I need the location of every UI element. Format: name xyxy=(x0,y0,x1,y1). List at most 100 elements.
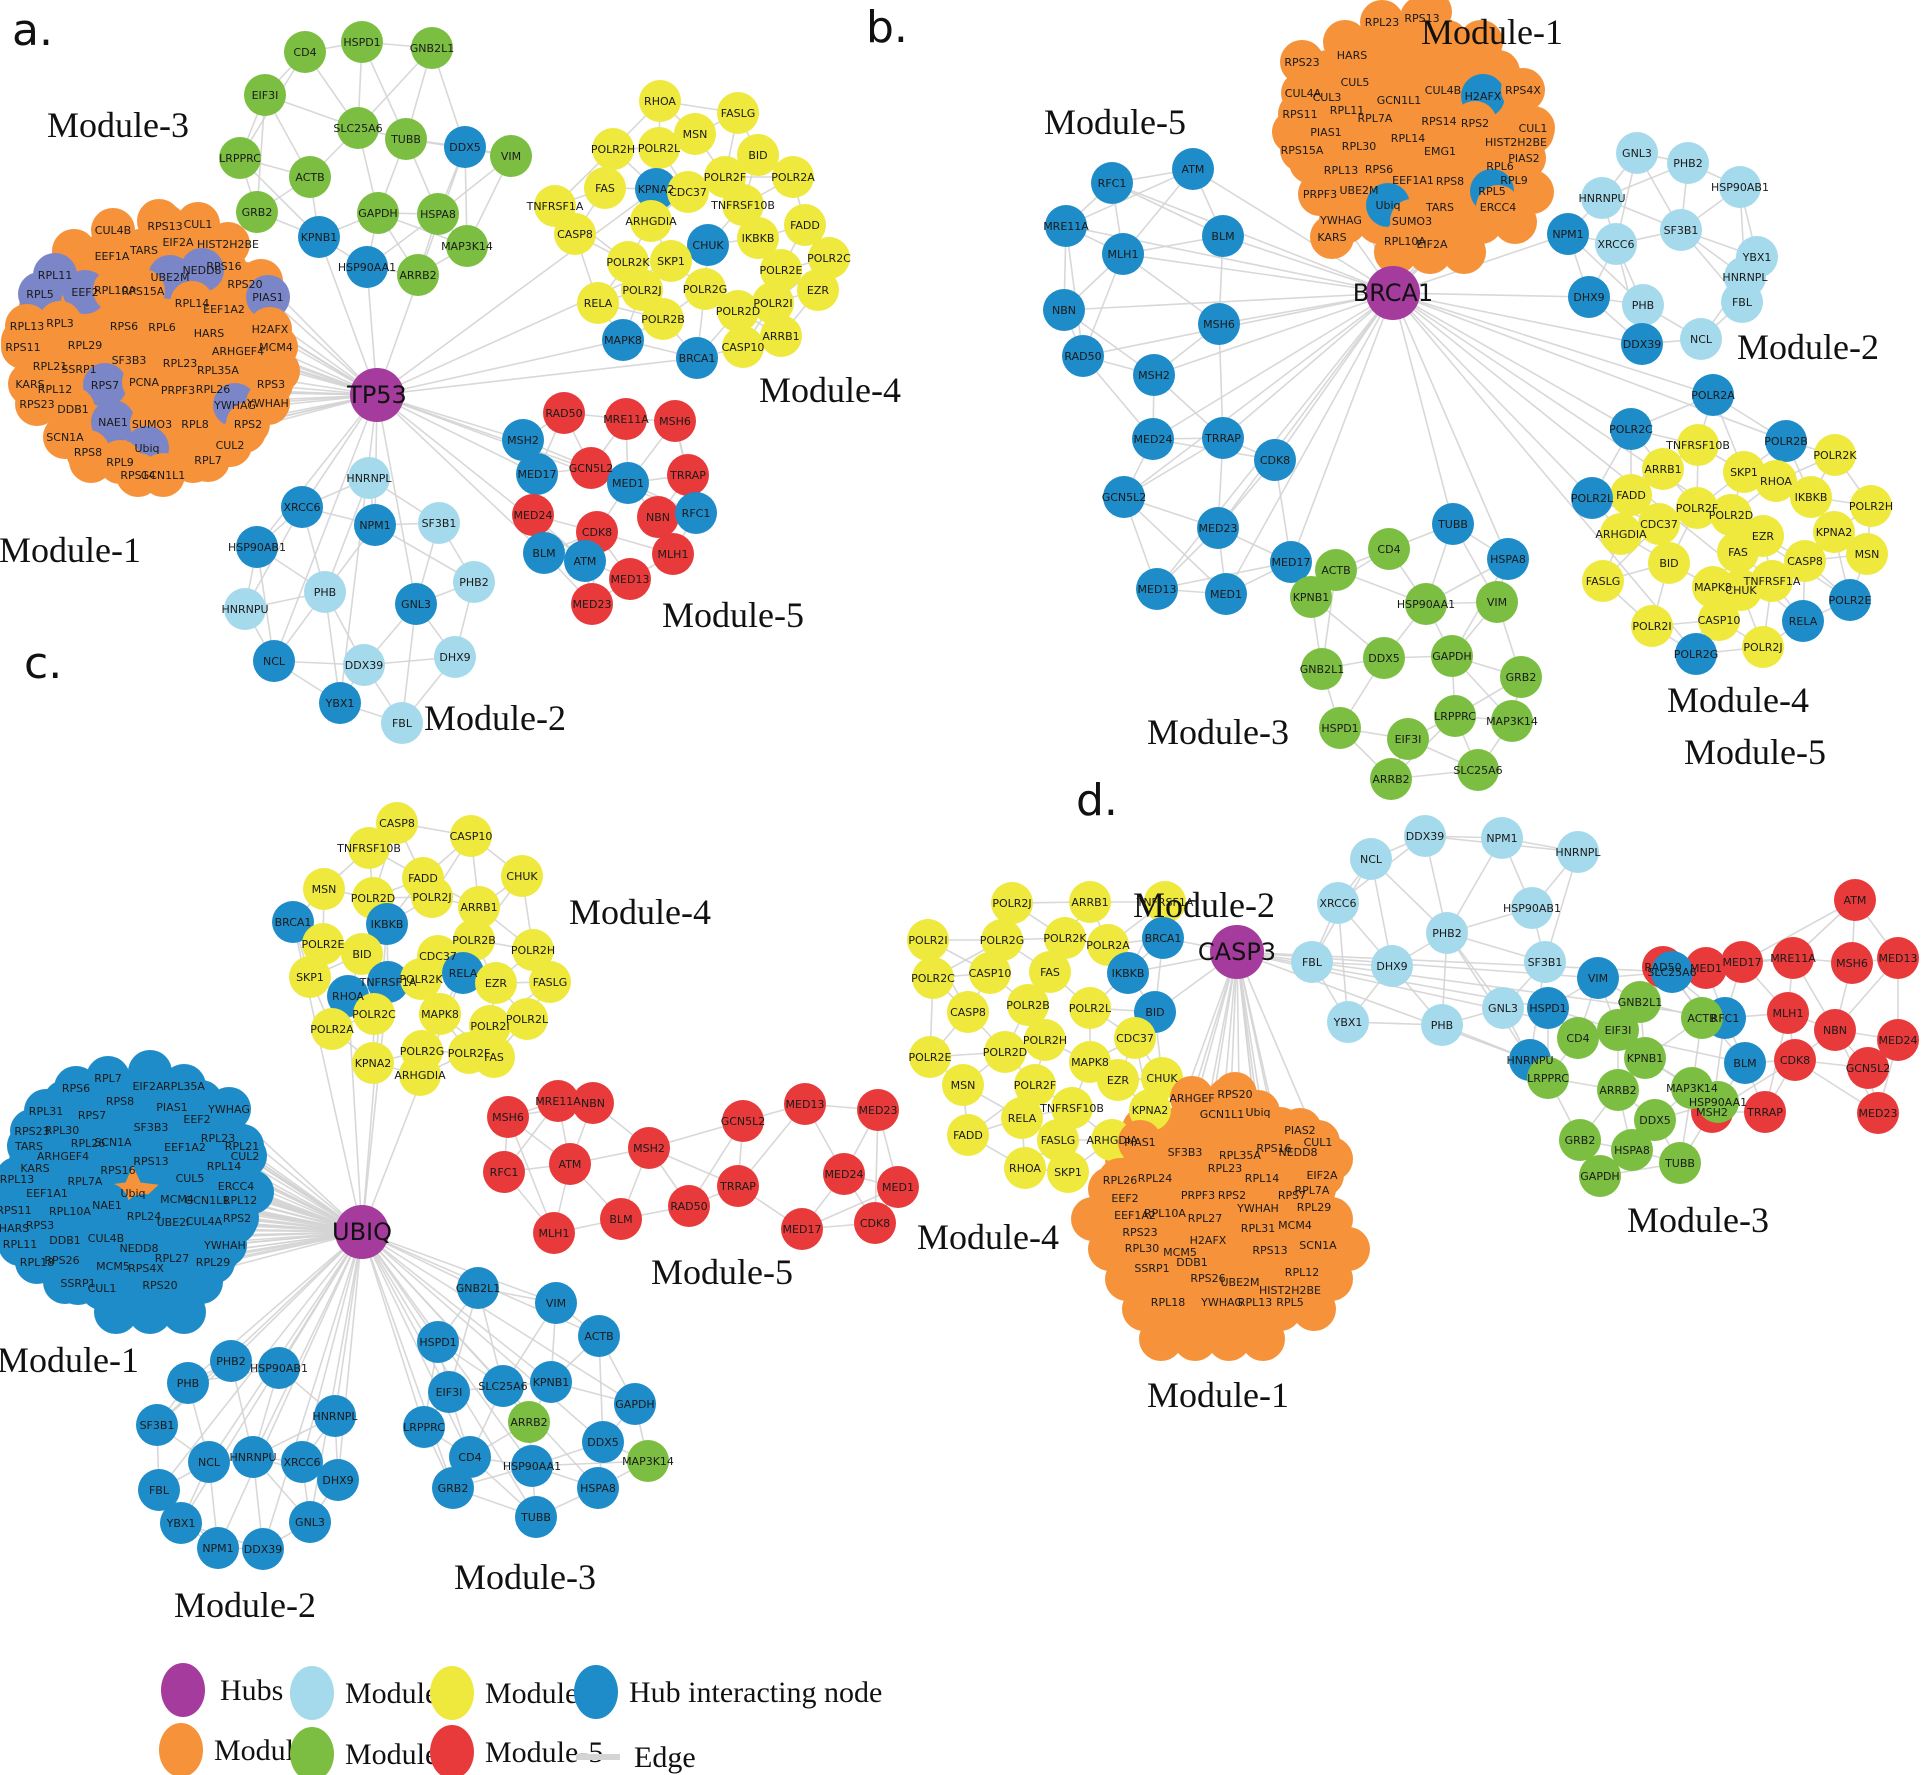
node-label-RHOA: RHOA xyxy=(1009,1162,1041,1175)
node-SKP1 xyxy=(1723,451,1765,493)
node-label-POLR2C: POLR2C xyxy=(1609,423,1653,436)
node-EIF3I xyxy=(428,1371,470,1413)
node-label-CHUK: CHUK xyxy=(692,239,724,252)
node-FAS xyxy=(584,167,626,209)
node-HSPA8 xyxy=(417,193,459,235)
node-MED13 xyxy=(1136,568,1178,610)
node-label-TUBB: TUBB xyxy=(1437,518,1468,531)
node-HSPA8 xyxy=(1487,538,1529,580)
node-HSP90AB1 xyxy=(1511,887,1553,929)
node-label-TRRAP: TRRAP xyxy=(1746,1106,1783,1119)
edge xyxy=(1153,292,1394,376)
node-label-RFC1: RFC1 xyxy=(490,1166,519,1179)
node-RPL18 xyxy=(1146,1280,1190,1324)
legend-swatch-m5 xyxy=(430,1725,474,1775)
node-label-EZR: EZR xyxy=(1752,530,1774,543)
node-POLR2B xyxy=(1007,984,1049,1026)
node-label-EEF1A2: EEF1A2 xyxy=(1114,1209,1156,1222)
node-label-RPL5: RPL5 xyxy=(1478,185,1505,198)
node-label-MLH1: MLH1 xyxy=(658,548,689,561)
node-label-POLR2A: POLR2A xyxy=(1691,389,1735,402)
node-ARRB1 xyxy=(760,315,802,357)
node-POLR2E xyxy=(909,1036,951,1078)
node-ERCC4 xyxy=(1476,185,1520,229)
node-label-YWHAH: YWHAH xyxy=(1236,1202,1279,1215)
node-NPM1 xyxy=(1547,213,1589,255)
node-label-POLR2E: POLR2E xyxy=(301,938,344,951)
nodes-layer xyxy=(1,21,850,744)
node-POLR2C xyxy=(808,237,850,279)
node-RELA xyxy=(442,952,484,994)
node-label-SKP1: SKP1 xyxy=(1054,1166,1082,1179)
node-ACTB xyxy=(1315,549,1357,591)
node-label-POLR2B: POLR2B xyxy=(452,934,496,947)
node-label-RPL9: RPL9 xyxy=(106,456,133,469)
node-label-CASP8: CASP8 xyxy=(379,817,415,830)
node-label-HIST2H2BE: HIST2H2BE xyxy=(197,238,259,251)
node-label-HSPD1: HSPD1 xyxy=(1529,1002,1566,1015)
node-MED17 xyxy=(1721,941,1763,983)
node-label-EEF2: EEF2 xyxy=(71,286,98,299)
node-label-BRCA1: BRCA1 xyxy=(275,916,312,929)
node-POLR2B xyxy=(642,298,684,340)
node-label-PHB: PHB xyxy=(1431,1019,1453,1032)
node-label-RPL7A: RPL7A xyxy=(68,1175,103,1188)
node-CDC37 xyxy=(1638,503,1680,545)
node-RFC1 xyxy=(1091,162,1133,204)
edge xyxy=(361,1231,454,1489)
node-TNFRSF10B xyxy=(1677,424,1719,466)
node-label-ATM: ATM xyxy=(559,1158,582,1171)
node-label-NPM1: NPM1 xyxy=(359,519,390,532)
edge xyxy=(1192,168,1394,294)
node-label-RPL35A: RPL35A xyxy=(1219,1149,1261,1162)
edge xyxy=(1392,292,1643,345)
node-label-ACTB: ACTB xyxy=(295,171,324,184)
node-MED24 xyxy=(1877,1019,1919,1061)
edge xyxy=(273,394,378,662)
node-label-GNB2L1: GNB2L1 xyxy=(410,42,454,55)
node-label-POLR2L: POLR2L xyxy=(1069,1002,1112,1015)
labels-layer: CASP8 CASP10 TNFRSF10B FADD CHUK MSN POLR2D POL… xyxy=(0,638,914,1625)
node-label-RPL21: RPL21 xyxy=(225,1140,259,1153)
node-label-MRE11A: MRE11A xyxy=(1770,952,1816,965)
node-label-HNRNPU: HNRNPU xyxy=(1578,192,1625,205)
node-label-RPS2: RPS2 xyxy=(1218,1189,1246,1202)
node-label-CASP10: CASP10 xyxy=(722,341,765,354)
node-label-RPL23: RPL23 xyxy=(163,357,197,370)
node-VIM xyxy=(1577,957,1619,999)
edge xyxy=(318,236,378,396)
node-label-ARRB1: ARRB1 xyxy=(762,330,799,343)
node-label-PCNA: PCNA xyxy=(129,376,160,389)
edge xyxy=(376,394,417,605)
node-label-NPM1: NPM1 xyxy=(1552,228,1583,241)
node-RPS23 xyxy=(15,382,59,426)
node-label-Ubiq: Ubiq xyxy=(120,1187,145,1200)
node-MED23 xyxy=(1857,1092,1899,1134)
node-label-RPS13: RPS13 xyxy=(1252,1244,1287,1257)
node-label-EEF1A1: EEF1A1 xyxy=(26,1187,68,1200)
node-label-RAD50: RAD50 xyxy=(1644,961,1681,974)
node-label-GCN5L2: GCN5L2 xyxy=(569,462,614,475)
node-label-NEDD8: NEDD8 xyxy=(119,1242,158,1255)
module-label-Module-5: Module-5 xyxy=(651,1252,793,1292)
node-RPS13 xyxy=(1400,0,1444,40)
node-IKBKB xyxy=(366,903,408,945)
node-label-TNFRSF1A: TNFRSF1A xyxy=(1136,896,1194,909)
node-HSP90AA1 xyxy=(1405,583,1447,625)
labels-layer: DDX39 NPM1 NCL HNRNPL XRCC6 PHB2 HSP90AB1 FBL DH… xyxy=(908,732,1917,1415)
node-label-CHUK: CHUK xyxy=(506,870,538,883)
node-DDX5 xyxy=(444,126,486,168)
node-label-LRPPRC: LRPPRC xyxy=(1434,710,1476,723)
node-label-HIST2H2BE: HIST2H2BE xyxy=(1485,136,1547,149)
node-GAPDH xyxy=(1431,635,1473,677)
edge xyxy=(376,339,624,396)
node-EZR xyxy=(1097,1059,1139,1101)
node-label-ATM: ATM xyxy=(1182,163,1205,176)
node-label-CDK8: CDK8 xyxy=(1780,1054,1810,1067)
node-label-SF3B1: SF3B1 xyxy=(1528,956,1563,969)
node-label-RPL26: RPL26 xyxy=(71,1137,105,1150)
node-label-MAP3K14: MAP3K14 xyxy=(622,1455,674,1468)
node-label-SLC25A6: SLC25A6 xyxy=(1647,966,1696,979)
node-label-POLR2C: POLR2C xyxy=(807,252,851,265)
labels-layer: CD4 HSPD1 GNB2L1 EIF3I SLC25A6 TUBB DDX5 VIM LRP… xyxy=(0,5,901,738)
